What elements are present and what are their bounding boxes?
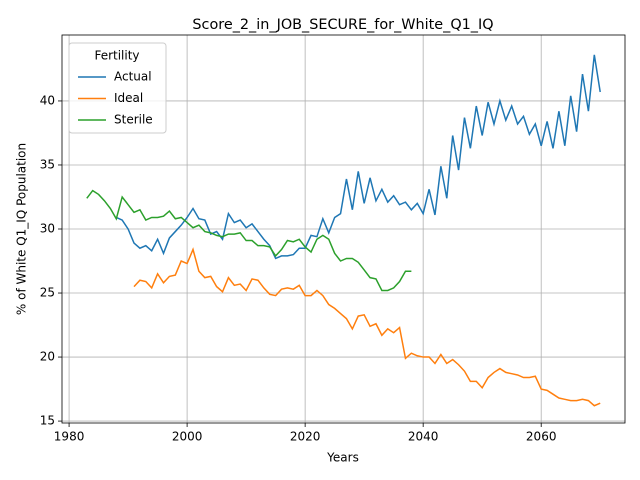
y-axis-label: % of White Q1_IQ Population — [15, 143, 29, 315]
x-tick-label: 2040 — [408, 430, 439, 444]
y-tick-label: 25 — [40, 286, 55, 300]
y-tick-label: 40 — [40, 93, 55, 107]
legend-label: Ideal — [114, 91, 143, 105]
legend-box — [68, 42, 167, 134]
x-tick-label: 2000 — [172, 430, 203, 444]
legend-label: Actual — [114, 70, 152, 84]
x-tick-label: 2060 — [526, 430, 557, 444]
legend-title: Fertility — [94, 49, 139, 63]
line-series — [133, 247, 601, 407]
chart-title: Score_2_in_JOB_SECURE_for_White_Q1_IQ — [192, 17, 493, 33]
y-tick-label: 15 — [40, 414, 55, 428]
y-tick-label: 30 — [40, 222, 55, 236]
x-tick-label: 2020 — [290, 430, 321, 444]
y-tick-label: 20 — [40, 350, 55, 364]
line-series — [86, 189, 412, 292]
x-tick-label: 1980 — [54, 430, 85, 444]
plot-frame — [61, 34, 626, 424]
x-axis-label: Years — [326, 451, 359, 465]
legend-label: Sterile — [114, 113, 153, 127]
line-series — [115, 54, 601, 260]
y-tick-label: 35 — [40, 157, 55, 171]
